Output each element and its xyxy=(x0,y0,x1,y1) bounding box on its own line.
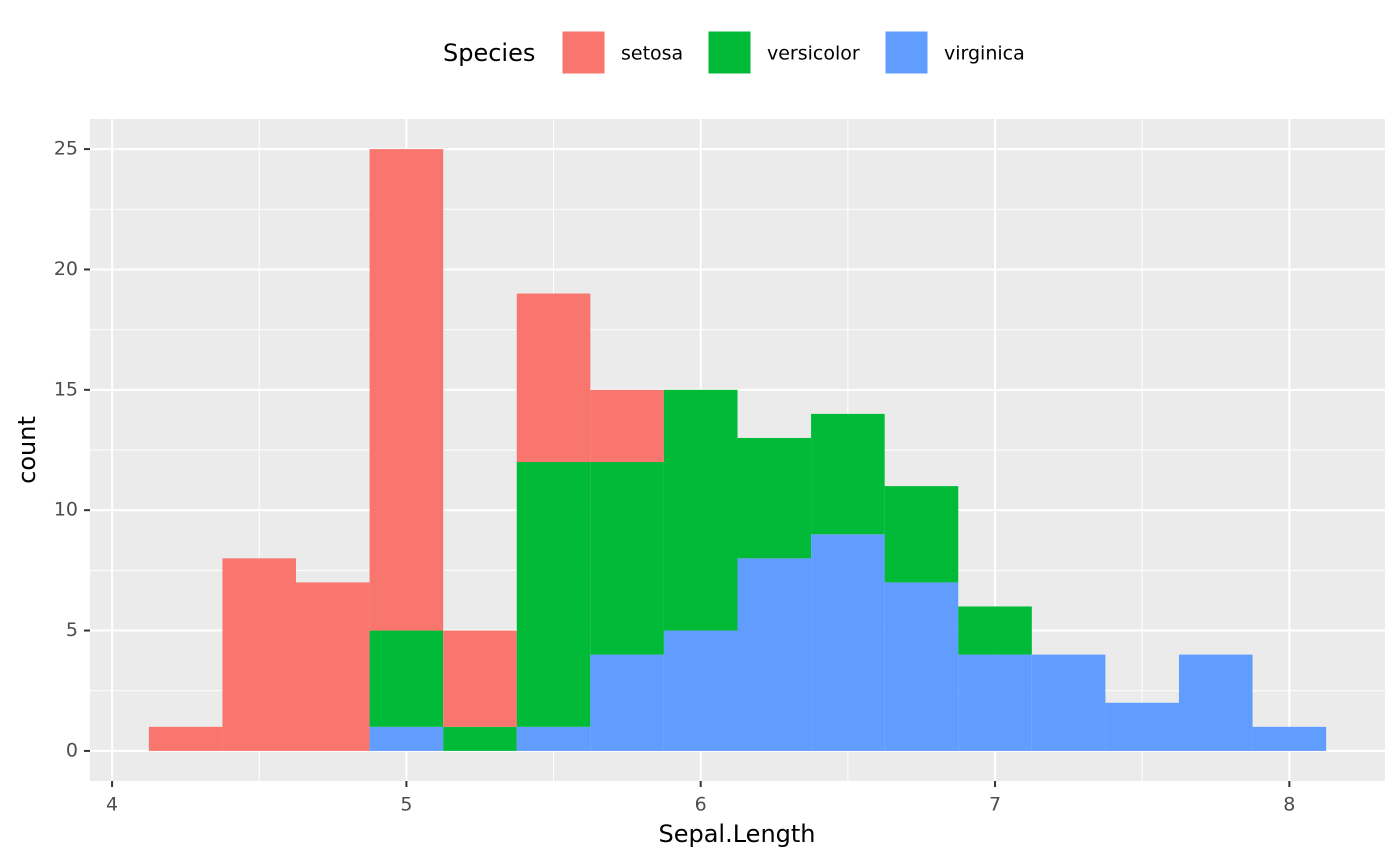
bar xyxy=(369,149,444,631)
bar xyxy=(884,486,959,583)
bar xyxy=(369,630,444,727)
bar xyxy=(811,534,885,751)
y-tick-label: 25 xyxy=(54,138,78,160)
x-tick-label: 4 xyxy=(106,794,118,816)
legend-label: virginica xyxy=(944,43,1025,65)
y-tick-label: 5 xyxy=(66,619,78,641)
bar xyxy=(516,462,591,727)
bar xyxy=(369,726,444,751)
bar xyxy=(443,726,517,751)
bar xyxy=(222,558,297,751)
bar xyxy=(516,293,591,463)
bar xyxy=(590,462,664,655)
legend-key xyxy=(561,30,606,75)
y-tick-label: 0 xyxy=(66,739,78,761)
bar xyxy=(1178,654,1253,751)
bar xyxy=(737,558,812,751)
bar xyxy=(590,389,664,463)
bar xyxy=(296,582,370,751)
bar xyxy=(663,389,738,631)
y-tick-label: 20 xyxy=(54,258,78,280)
bar xyxy=(811,413,885,535)
x-tick-label: 6 xyxy=(695,794,707,816)
y-tick-label: 10 xyxy=(54,499,78,521)
x-tick-label: 7 xyxy=(989,794,1001,816)
bar xyxy=(443,630,517,727)
x-tick-label: 5 xyxy=(400,794,412,816)
x-tick-label: 8 xyxy=(1283,794,1295,816)
y-axis-title: count xyxy=(13,416,41,484)
bar xyxy=(737,437,812,559)
x-axis-title: Sepal.Length xyxy=(658,820,815,848)
bar xyxy=(958,606,1032,655)
bar xyxy=(1105,702,1179,751)
bar xyxy=(958,654,1032,751)
legend-label: versicolor xyxy=(767,43,860,65)
bar xyxy=(516,726,591,751)
bar xyxy=(884,582,959,751)
bar xyxy=(148,726,223,751)
legend-label: setosa xyxy=(621,43,683,65)
bar xyxy=(590,654,664,751)
legend-key xyxy=(707,30,752,75)
y-tick-label: 15 xyxy=(54,378,78,400)
bar xyxy=(1252,726,1327,751)
legend-title: Species xyxy=(443,39,535,67)
bar xyxy=(1031,654,1106,751)
bar xyxy=(663,630,738,751)
legend-key xyxy=(884,30,929,75)
